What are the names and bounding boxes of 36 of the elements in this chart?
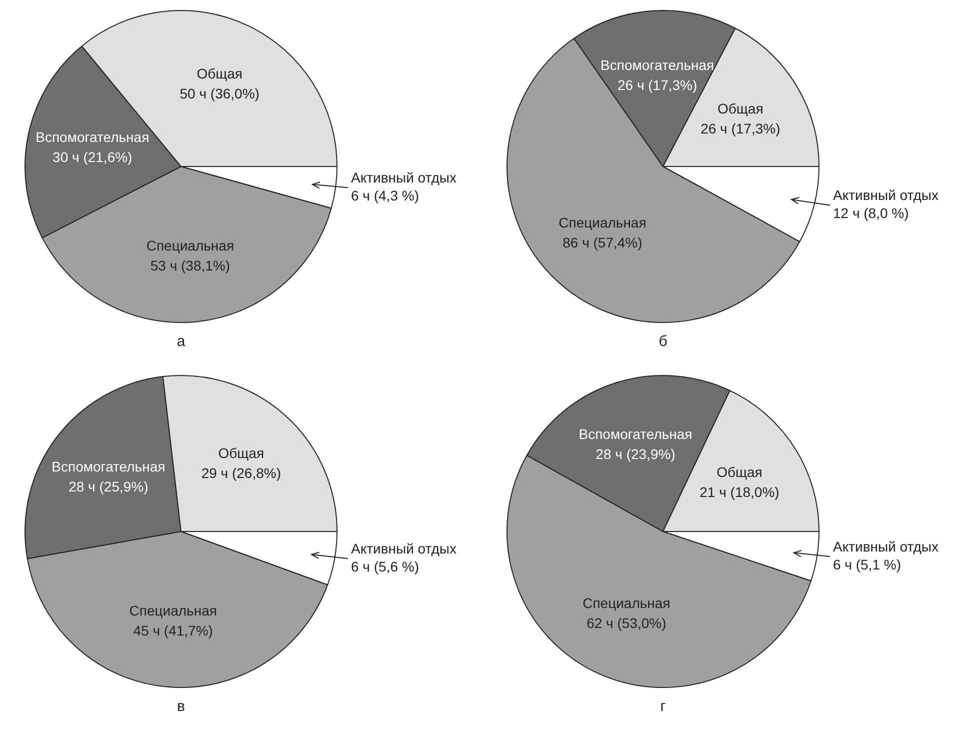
data-label: 6 ч (5,6 %): [351, 558, 419, 574]
data-label: 6 ч (5,1 %): [833, 556, 901, 572]
data-label: 21 ч (18,0%): [700, 484, 780, 500]
slice-label: Общая: [717, 100, 764, 116]
data-label: 6 ч (4,3 %): [351, 187, 419, 204]
text: в: [177, 698, 186, 716]
slice-label: Общая: [218, 444, 264, 461]
data-label: 53 ч (38,1%): [150, 257, 230, 274]
data-label: 86 ч (57,4%): [562, 234, 642, 251]
data-label: 62 ч (53,0%): [586, 615, 666, 632]
slice-label: Специальная: [558, 214, 646, 231]
data-label: 28 ч (25,9%): [68, 478, 148, 494]
data-label: 26 ч (17,3%): [617, 77, 698, 94]
slice-label: Вспомогательная: [578, 426, 692, 442]
legend-label: Активный отдых: [351, 540, 456, 556]
text: г: [660, 698, 666, 716]
slice-label: Вспомогательная: [600, 57, 714, 74]
data-label: 45 ч (41,7%): [133, 622, 213, 638]
slice-label: Общая: [716, 464, 762, 480]
slice-label: Общая: [196, 66, 242, 82]
data-label: 50 ч (36,0%): [180, 86, 260, 102]
data-label: 26 ч (17,3%): [700, 120, 780, 136]
data-label: 12 ч (8,0 %): [833, 205, 909, 222]
data-label: 30 ч (21,6%): [52, 149, 132, 166]
slice-label: Специальная: [146, 237, 234, 254]
text: б: [658, 333, 668, 350]
slice-label: Вспомогательная: [52, 458, 166, 474]
slice-label: Специальная: [129, 602, 217, 618]
slice-label: Активный отдых: [833, 187, 938, 204]
data-label: 29 ч (26,8%): [201, 464, 281, 481]
legend-label: Активный отдых: [833, 538, 938, 554]
data-label: 28 ч (23,9%): [596, 446, 676, 462]
slice-label: Вспомогательная: [36, 129, 150, 146]
text: а: [176, 333, 186, 350]
legend-label: Активный отдых: [351, 169, 456, 186]
slice-label: Специальная: [582, 595, 670, 612]
